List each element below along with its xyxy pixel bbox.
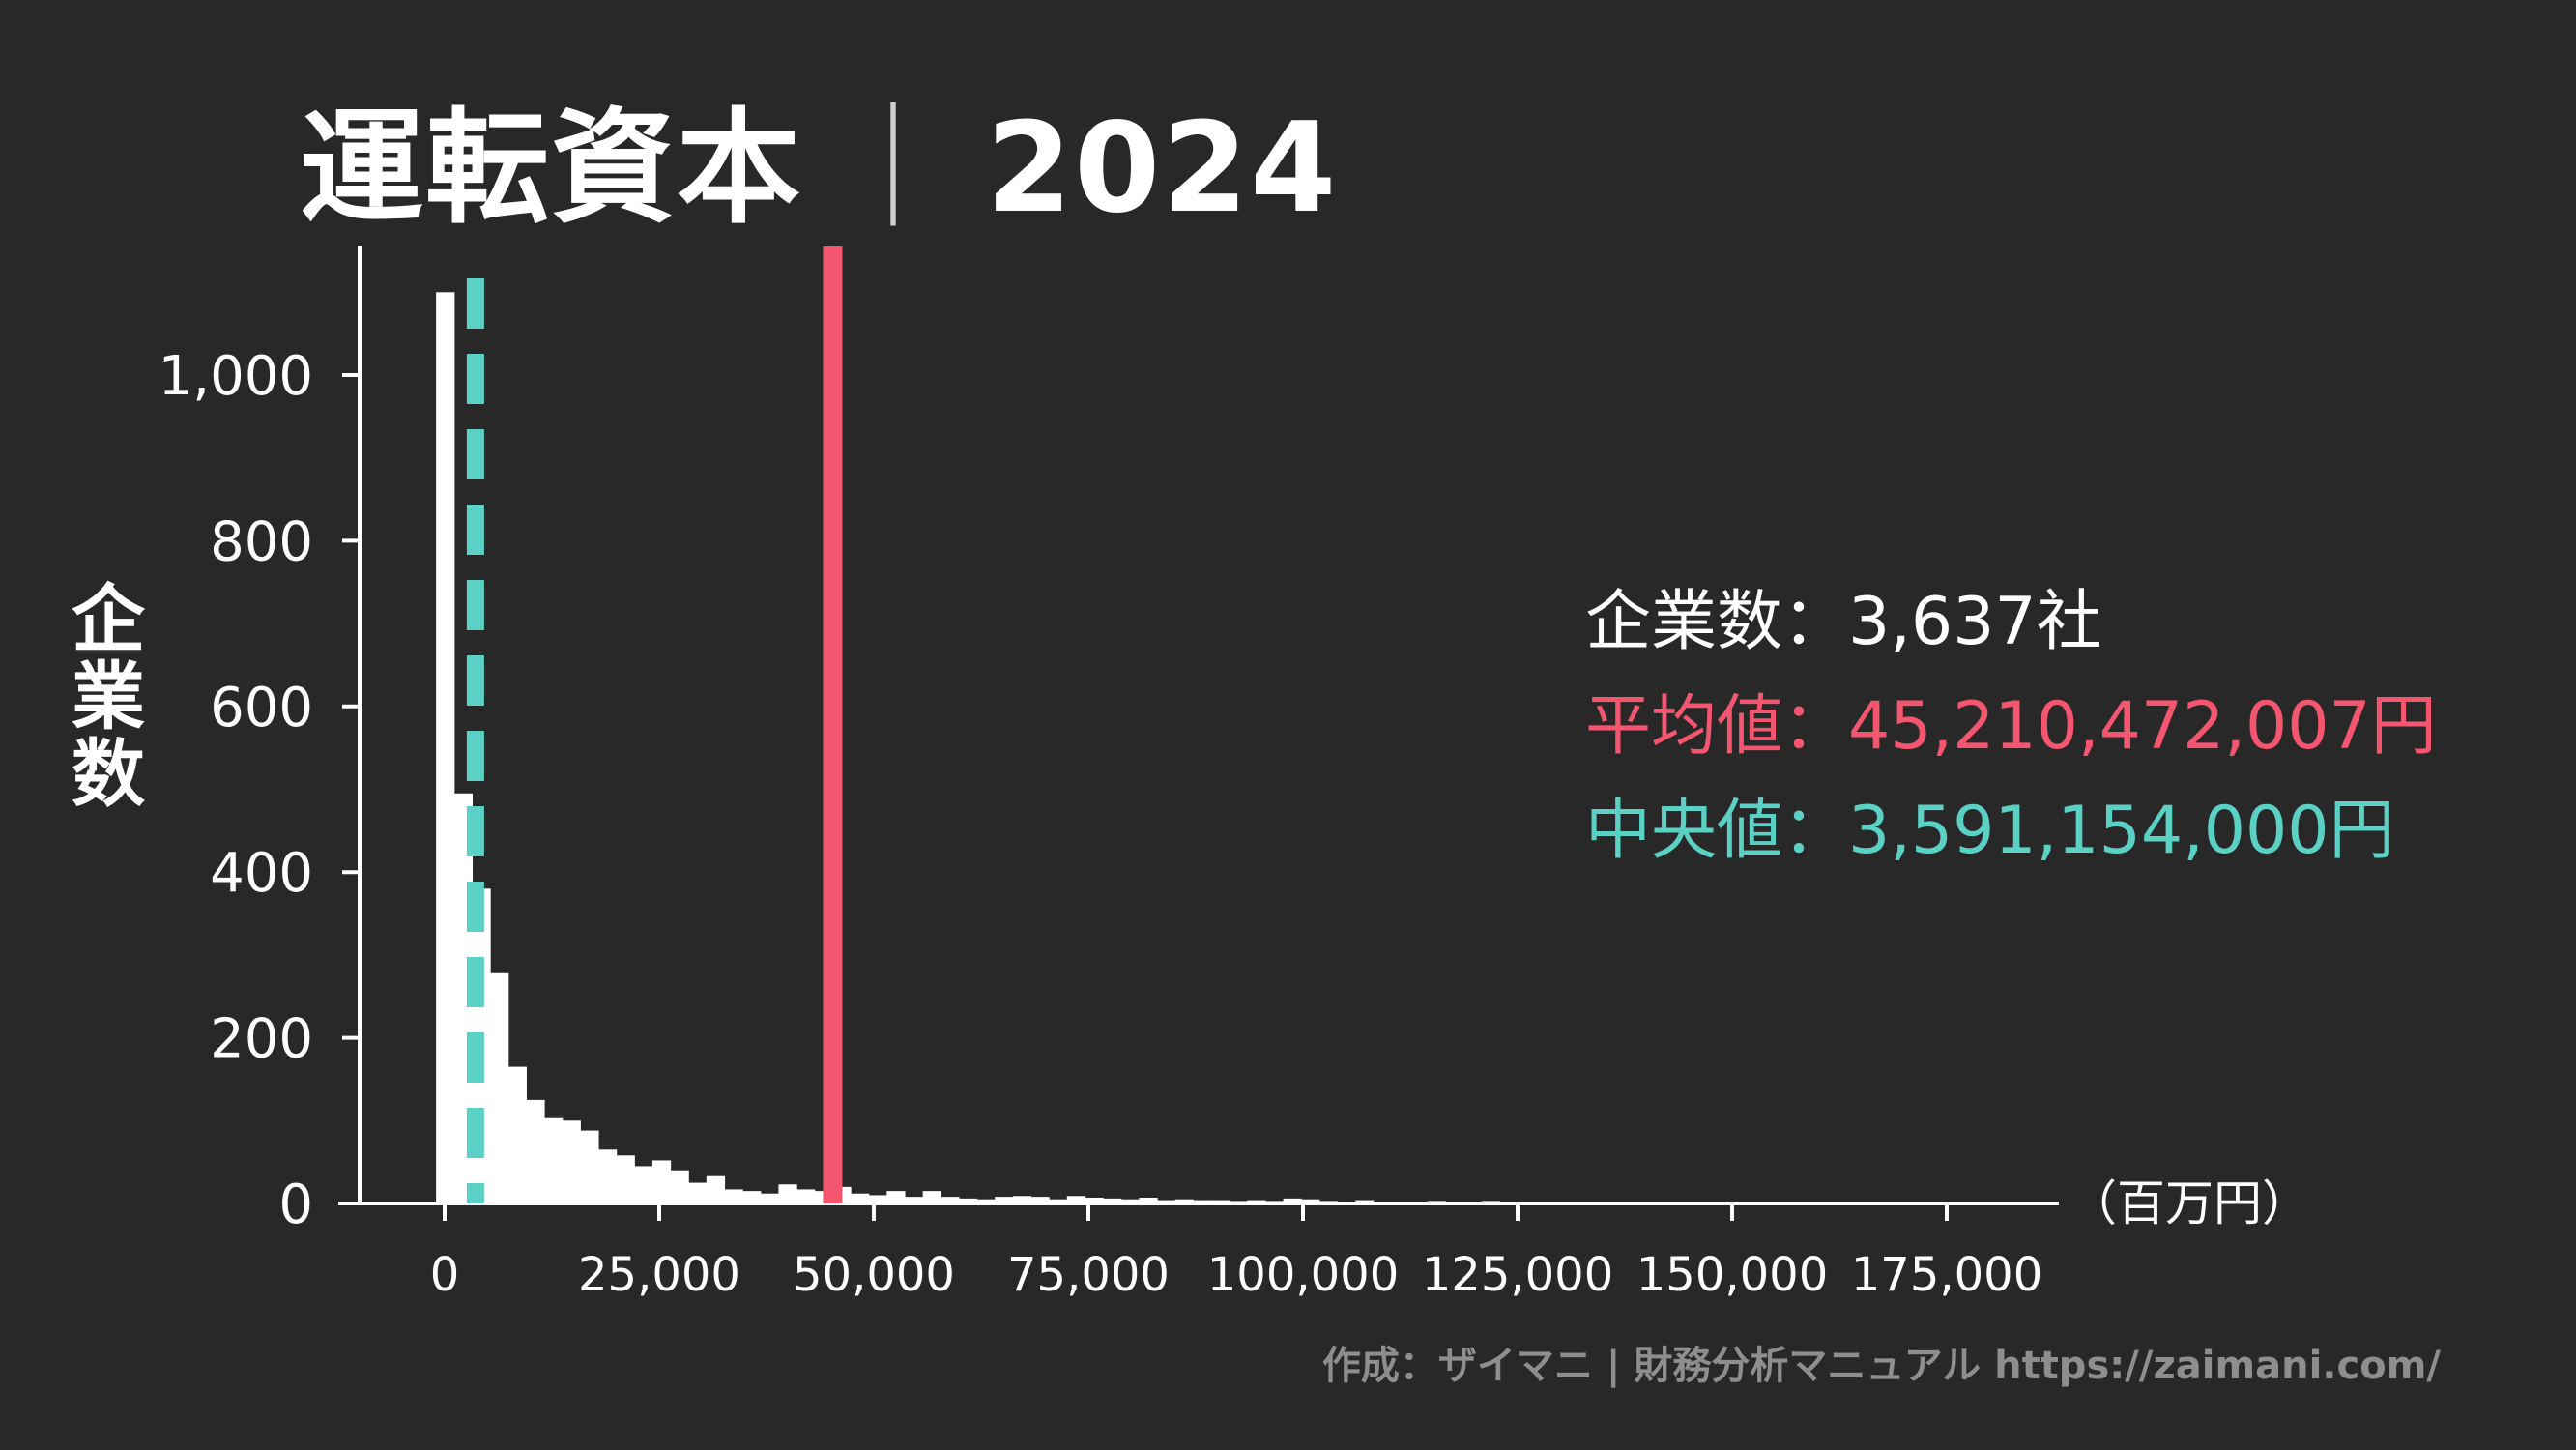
stats-mean: 平均値：45,210,472,007円 [1585, 675, 2437, 779]
histogram-bar [922, 1191, 941, 1204]
histogram-bar [651, 1160, 672, 1204]
histogram-bar [670, 1170, 689, 1204]
y-tick-label: 400 [210, 842, 313, 905]
histogram-bar [562, 1120, 581, 1204]
histogram-bar [526, 1099, 545, 1204]
y-tick-label: 200 [210, 1008, 313, 1071]
histogram-bar [507, 1066, 527, 1204]
histogram-bar [634, 1166, 653, 1204]
histogram-bar [1283, 1198, 1302, 1204]
histogram-bar [760, 1193, 780, 1204]
title-year: 2024 [986, 97, 1339, 241]
title-separator: ｜ [831, 97, 958, 241]
histogram-bar [904, 1197, 924, 1204]
histogram-bar [941, 1197, 960, 1204]
mean-value: 45,210,472,007円 [1848, 688, 2437, 765]
histogram-bar [436, 292, 455, 1204]
mean-label: 平均値： [1585, 688, 1849, 765]
chart-title: 運転資本｜ 2024 [300, 68, 1338, 246]
median-value: 3,591,154,000円 [1848, 793, 2395, 869]
y-tick-label: 1,000 [159, 345, 313, 408]
histogram-bar [688, 1182, 708, 1204]
histogram-bar [1301, 1199, 1320, 1204]
title-main: 運転資本 [300, 97, 803, 241]
y-tick-label: 0 [278, 1174, 313, 1236]
histogram-bar [1012, 1196, 1032, 1204]
median-label: 中央値： [1585, 793, 1849, 869]
histogram-bar [1120, 1199, 1140, 1204]
x-tick-label: 75,000 [1007, 1248, 1170, 1302]
histogram-bar [851, 1193, 870, 1204]
x-tick-label: 50,000 [793, 1248, 955, 1302]
y-tick-label: 600 [210, 677, 313, 740]
histogram-bar [1030, 1197, 1050, 1204]
histogram-bar [1174, 1199, 1194, 1204]
y-axis-label: 企業数 [59, 580, 145, 812]
x-axis-unit-label: （百万円） [2069, 1175, 2310, 1232]
histogram-bar [544, 1117, 564, 1204]
histogram-bar [976, 1199, 996, 1204]
x-tick-label: 125,000 [1422, 1248, 1614, 1302]
histogram-bar [1085, 1198, 1104, 1204]
histogram-bar [778, 1184, 797, 1204]
histogram-bar [597, 1149, 618, 1204]
reference-lines [466, 246, 843, 1204]
histogram-bar [490, 972, 509, 1204]
histogram-bar [868, 1195, 887, 1204]
count-value: 3,637社 [1848, 584, 2102, 660]
histogram-bar [616, 1155, 635, 1204]
histogram-bar [1139, 1198, 1158, 1204]
count-label: 企業数： [1585, 584, 1849, 660]
histogram-bar [958, 1198, 978, 1204]
y-tick-label: 800 [210, 510, 313, 573]
stats-count: 企業数：3,637社 [1585, 570, 2437, 675]
x-tick-label: 25,000 [578, 1248, 740, 1302]
x-tick-label: 0 [430, 1248, 460, 1302]
credit-text: 作成：ザイマニ | 財務分析マニュアル https://zaimani.com/ [1321, 1344, 2441, 1388]
histogram-bar [796, 1189, 816, 1204]
stats-panel: 企業数：3,637社 平均値：45,210,472,007円 中央値：3,591… [1585, 570, 2437, 884]
histogram-bar [995, 1197, 1014, 1204]
histogram-bar [706, 1175, 726, 1204]
histogram-bar [886, 1191, 906, 1204]
histogram-bar [1049, 1199, 1068, 1204]
histogram-bar [742, 1191, 762, 1204]
axes: 0 200 400 600 800 1,000 0 25,000 50,000 75,000 100… [159, 246, 2310, 1302]
histogram-bar [580, 1130, 599, 1204]
histogram-bar [1066, 1196, 1086, 1204]
x-tick-label: 175,000 [1851, 1248, 2043, 1302]
histogram-bar [1103, 1198, 1122, 1204]
x-tick-label: 150,000 [1636, 1248, 1829, 1302]
x-tick-label: 100,000 [1207, 1248, 1400, 1302]
histogram-bar [724, 1189, 743, 1204]
stats-median: 中央値：3,591,154,000円 [1585, 779, 2437, 884]
